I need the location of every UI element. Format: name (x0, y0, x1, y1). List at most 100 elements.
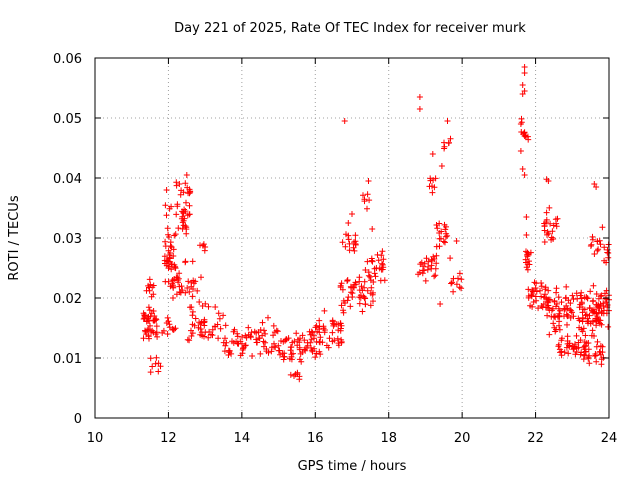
data-point (367, 302, 374, 309)
data-point (538, 303, 545, 309)
data-point (548, 236, 555, 243)
data-point (186, 186, 193, 193)
data-point (445, 140, 452, 147)
data-point (168, 203, 175, 210)
data-point (170, 327, 177, 333)
data-point (602, 295, 609, 302)
data-point (319, 339, 326, 346)
data-point (563, 283, 570, 290)
data-point (321, 329, 328, 336)
data-point (549, 228, 556, 235)
data-point (265, 314, 271, 321)
data-point (175, 225, 182, 232)
data-point (550, 320, 557, 327)
data-point (433, 252, 440, 259)
y-tick-label: 0.03 (53, 232, 82, 247)
data-point (151, 313, 158, 319)
data-point (239, 334, 246, 340)
data-point (272, 344, 279, 351)
data-point (594, 247, 601, 254)
data-point (524, 133, 531, 140)
data-point (378, 252, 385, 259)
data-point (548, 307, 555, 314)
data-point (556, 346, 563, 353)
data-point (453, 238, 460, 244)
data-point (567, 314, 574, 321)
data-point (304, 339, 311, 346)
data-point (596, 305, 603, 312)
data-point (153, 354, 160, 361)
data-point (362, 267, 369, 273)
data-point (145, 304, 152, 311)
data-point (321, 307, 328, 314)
data-point (553, 289, 560, 296)
data-point (422, 277, 429, 284)
data-point (254, 339, 261, 346)
data-point (309, 329, 316, 336)
data-point (172, 231, 179, 238)
data-point (528, 292, 535, 298)
data-point (351, 284, 357, 291)
data-point (331, 337, 338, 344)
data-point (222, 322, 229, 329)
data-point (380, 256, 387, 263)
data-point (338, 339, 345, 346)
data-point (228, 350, 235, 357)
data-point (314, 328, 321, 335)
data-point (242, 332, 249, 339)
data-point (561, 313, 567, 320)
data-point (433, 222, 440, 228)
data-point (188, 333, 195, 339)
data-point (154, 333, 161, 340)
data-point (316, 348, 323, 355)
data-point (282, 337, 289, 344)
x-tick-label: 16 (307, 431, 324, 446)
data-point (346, 247, 353, 254)
data-point (449, 279, 455, 286)
data-point (592, 315, 599, 322)
data-point (594, 238, 601, 245)
data-point (190, 286, 196, 292)
x-tick-label: 10 (87, 431, 104, 446)
data-point (181, 215, 188, 222)
data-point (176, 181, 183, 187)
data-point (522, 256, 529, 263)
data-point (583, 311, 590, 318)
data-point (577, 301, 584, 308)
data-point (458, 285, 465, 292)
data-point (567, 300, 574, 307)
data-point (177, 289, 184, 296)
data-point (531, 279, 538, 286)
data-point (521, 64, 528, 70)
data-point (556, 326, 563, 333)
data-point (199, 332, 206, 339)
data-point (364, 205, 370, 212)
data-point (416, 106, 423, 112)
data-point (259, 319, 266, 326)
data-point (211, 323, 218, 330)
data-point (297, 335, 303, 342)
data-point (179, 219, 186, 226)
data-point (182, 180, 189, 187)
data-point (433, 243, 440, 250)
data-point (345, 220, 352, 226)
data-point (185, 278, 192, 285)
data-point (198, 274, 204, 281)
data-point (171, 276, 178, 282)
data-point (351, 247, 358, 254)
data-point (287, 371, 294, 378)
data-point (339, 239, 346, 246)
data-point (601, 307, 607, 314)
data-point (338, 302, 345, 309)
data-point (146, 307, 153, 314)
data-point (567, 306, 574, 313)
data-point (538, 293, 545, 300)
data-point (369, 226, 376, 232)
data-point (349, 294, 356, 300)
data-point (530, 299, 537, 305)
data-point (358, 283, 365, 290)
data-point (141, 313, 148, 320)
data-point (150, 291, 157, 298)
x-tick-label: 14 (234, 431, 251, 446)
data-point (160, 327, 167, 334)
